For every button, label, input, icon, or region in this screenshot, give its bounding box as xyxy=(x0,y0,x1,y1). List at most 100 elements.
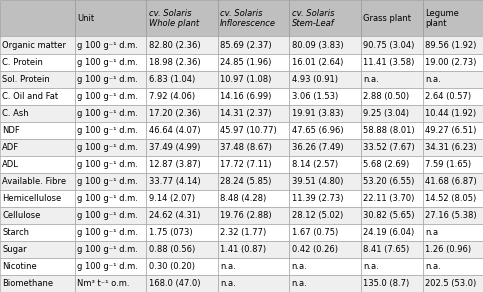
Bar xyxy=(289,207,361,224)
Bar xyxy=(361,258,423,275)
Bar xyxy=(75,156,146,173)
Text: 5.68 (2.69): 5.68 (2.69) xyxy=(363,160,410,169)
Text: n.a.: n.a. xyxy=(220,262,236,271)
Text: Legume
plant: Legume plant xyxy=(425,9,459,28)
Text: 39.51 (4.80): 39.51 (4.80) xyxy=(292,177,343,186)
Text: cv. Solaris
Whole plant: cv. Solaris Whole plant xyxy=(149,9,199,28)
Text: 168.0 (47.0): 168.0 (47.0) xyxy=(149,279,200,288)
Text: 2.64 (0.57): 2.64 (0.57) xyxy=(425,92,471,101)
Bar xyxy=(0,0,75,36)
Bar xyxy=(146,156,218,173)
Text: 8.48 (4.28): 8.48 (4.28) xyxy=(220,194,267,203)
Bar xyxy=(146,173,218,190)
Text: 24.19 (6.04): 24.19 (6.04) xyxy=(363,228,414,237)
Bar xyxy=(75,105,146,122)
Bar xyxy=(75,36,146,53)
Bar xyxy=(423,88,483,105)
Text: cv. Solaris
Stem-Leaf: cv. Solaris Stem-Leaf xyxy=(292,9,335,28)
Bar xyxy=(75,173,146,190)
Text: Grass plant: Grass plant xyxy=(363,14,411,23)
Bar xyxy=(361,105,423,122)
Text: 89.56 (1.92): 89.56 (1.92) xyxy=(425,41,476,50)
Bar xyxy=(218,190,289,207)
Text: 18.98 (2.36): 18.98 (2.36) xyxy=(149,58,200,67)
Bar xyxy=(289,0,361,36)
Text: g 100 g⁻¹ d.m.: g 100 g⁻¹ d.m. xyxy=(77,211,138,220)
Bar xyxy=(218,275,289,292)
Bar xyxy=(146,122,218,139)
Bar xyxy=(423,190,483,207)
Text: 6.83 (1.04): 6.83 (1.04) xyxy=(149,74,195,84)
Text: 90.75 (3.04): 90.75 (3.04) xyxy=(363,41,414,50)
Text: 11.39 (2.73): 11.39 (2.73) xyxy=(292,194,343,203)
Text: g 100 g⁻¹ d.m.: g 100 g⁻¹ d.m. xyxy=(77,194,138,203)
Bar xyxy=(75,241,146,258)
Bar xyxy=(218,139,289,156)
Bar xyxy=(289,224,361,241)
Bar xyxy=(218,207,289,224)
Bar xyxy=(0,156,75,173)
Text: 37.49 (4.99): 37.49 (4.99) xyxy=(149,143,200,152)
Text: 19.91 (3.83): 19.91 (3.83) xyxy=(292,109,343,118)
Text: n.a.: n.a. xyxy=(292,279,308,288)
Text: 2.32 (1.77): 2.32 (1.77) xyxy=(220,228,267,237)
Text: Biomethane: Biomethane xyxy=(2,279,54,288)
Text: 14.31 (2.37): 14.31 (2.37) xyxy=(220,109,272,118)
Bar xyxy=(0,36,75,53)
Text: 47.65 (6.96): 47.65 (6.96) xyxy=(292,126,343,135)
Bar xyxy=(289,36,361,53)
Bar xyxy=(0,258,75,275)
Bar xyxy=(0,105,75,122)
Text: g 100 g⁻¹ d.m.: g 100 g⁻¹ d.m. xyxy=(77,177,138,186)
Bar xyxy=(0,139,75,156)
Bar xyxy=(361,190,423,207)
Bar xyxy=(289,122,361,139)
Text: 33.52 (7.67): 33.52 (7.67) xyxy=(363,143,415,152)
Bar xyxy=(0,190,75,207)
Text: 27.16 (5.38): 27.16 (5.38) xyxy=(425,211,477,220)
Text: 19.00 (2.73): 19.00 (2.73) xyxy=(425,58,476,67)
Text: 11.41 (3.58): 11.41 (3.58) xyxy=(363,58,414,67)
Bar xyxy=(423,173,483,190)
Bar xyxy=(289,275,361,292)
Text: Nm³ t⁻¹ o.m.: Nm³ t⁻¹ o.m. xyxy=(77,279,130,288)
Bar xyxy=(218,88,289,105)
Bar xyxy=(361,0,423,36)
Bar xyxy=(146,71,218,88)
Bar xyxy=(289,190,361,207)
Bar xyxy=(361,156,423,173)
Text: C. Ash: C. Ash xyxy=(2,109,29,118)
Bar xyxy=(146,88,218,105)
Bar xyxy=(75,53,146,71)
Text: 28.24 (5.85): 28.24 (5.85) xyxy=(220,177,271,186)
Text: 80.09 (3.83): 80.09 (3.83) xyxy=(292,41,343,50)
Text: 4.93 (0.91): 4.93 (0.91) xyxy=(292,74,338,84)
Text: 33.77 (4.14): 33.77 (4.14) xyxy=(149,177,200,186)
Text: 24.85 (1.96): 24.85 (1.96) xyxy=(220,58,271,67)
Bar xyxy=(423,53,483,71)
Bar xyxy=(218,241,289,258)
Text: 1.41 (0.87): 1.41 (0.87) xyxy=(220,245,266,254)
Bar xyxy=(289,173,361,190)
Bar xyxy=(75,88,146,105)
Text: C. Protein: C. Protein xyxy=(2,58,43,67)
Text: 41.68 (6.87): 41.68 (6.87) xyxy=(425,177,477,186)
Bar xyxy=(146,105,218,122)
Bar xyxy=(218,258,289,275)
Text: 7.92 (4.06): 7.92 (4.06) xyxy=(149,92,195,101)
Bar xyxy=(146,207,218,224)
Text: g 100 g⁻¹ d.m.: g 100 g⁻¹ d.m. xyxy=(77,109,138,118)
Bar xyxy=(423,241,483,258)
Text: 53.20 (6.55): 53.20 (6.55) xyxy=(363,177,414,186)
Text: 7.59 (1.65): 7.59 (1.65) xyxy=(425,160,471,169)
Bar xyxy=(289,139,361,156)
Bar xyxy=(218,224,289,241)
Bar xyxy=(289,241,361,258)
Text: 0.42 (0.26): 0.42 (0.26) xyxy=(292,245,338,254)
Text: Organic matter: Organic matter xyxy=(2,41,67,50)
Bar xyxy=(0,88,75,105)
Bar xyxy=(218,71,289,88)
Bar xyxy=(0,207,75,224)
Bar xyxy=(0,173,75,190)
Bar xyxy=(146,139,218,156)
